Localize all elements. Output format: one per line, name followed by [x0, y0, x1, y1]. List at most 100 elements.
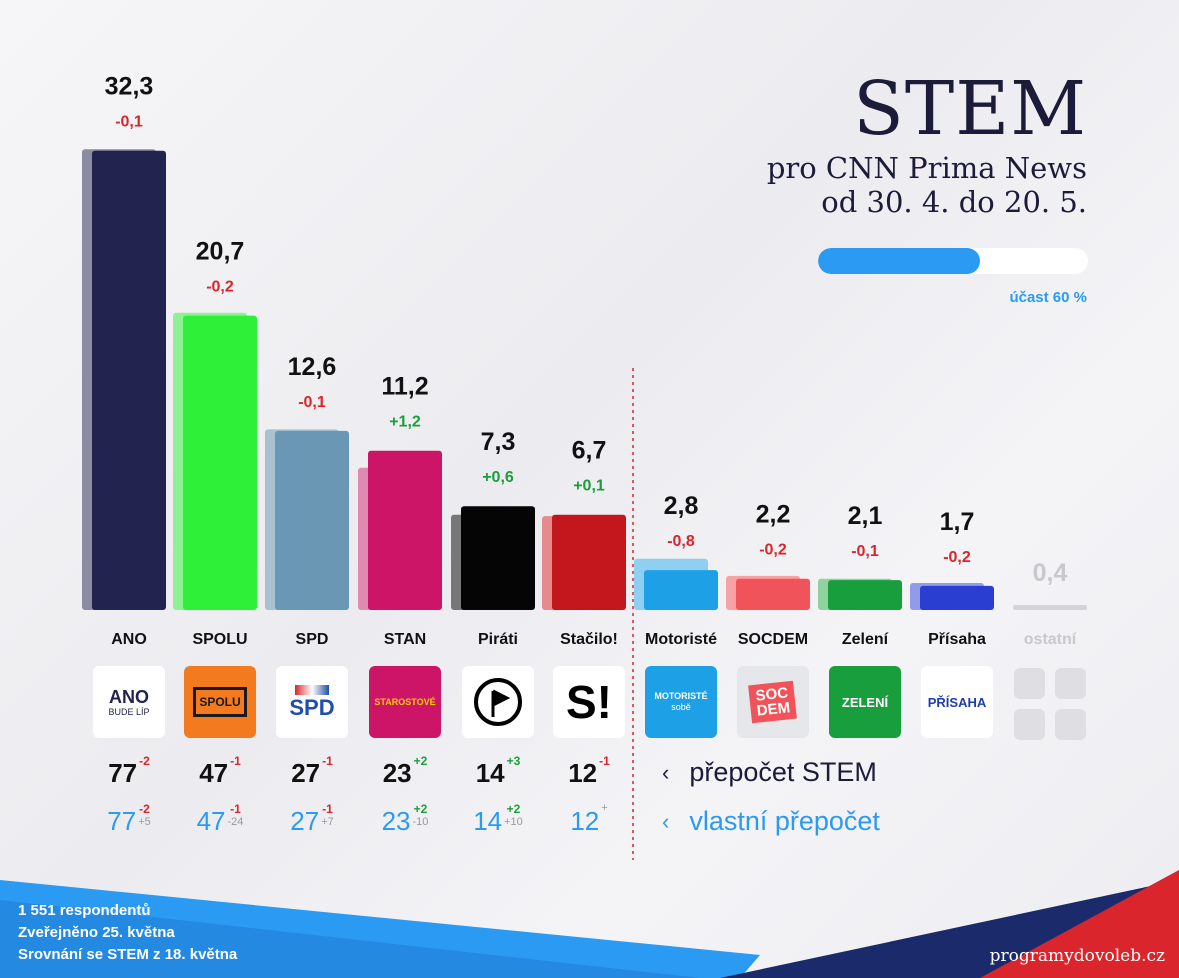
footer-published: Zveřejněno 25. května — [18, 924, 175, 941]
bar-spolu — [183, 315, 257, 610]
seat-delta: -1 — [230, 754, 241, 768]
category-label-stacilo: Stačilo! — [560, 631, 618, 648]
legend-own: ‹ vlastní přepočet — [662, 806, 880, 837]
seats-stem-pirati: 14 +3 — [443, 754, 553, 789]
logo-text: MOTORISTÉ — [654, 691, 708, 701]
chevron-left-icon: ‹ — [662, 808, 670, 834]
seats-own-pirati: 14 +2 +10 — [443, 802, 553, 837]
bar-spd — [275, 430, 349, 610]
seats-own-stacilo: 12 + — [534, 802, 644, 837]
change-label-zeleni: -0,1 — [851, 543, 879, 560]
value-label-socdem: 2,2 — [756, 501, 791, 529]
seat-count: 23 — [382, 758, 412, 788]
logo-text: PŘÍSAHA — [927, 694, 987, 710]
seats-stem-stacilo: 12 -1 — [534, 754, 644, 789]
value-label-motoriste: 2,8 — [664, 492, 699, 520]
change-label-stan: +1,2 — [389, 414, 421, 431]
value-label-prisaha: 1,7 — [940, 508, 975, 536]
bar-socdem — [736, 578, 810, 610]
party-logo-prisaha: PŘÍSAHA — [921, 666, 993, 738]
logo-subtext: sobě — [671, 702, 691, 712]
value-label-stan: 11,2 — [381, 373, 428, 401]
seats-stem-spolu: 47 -1 — [165, 754, 275, 789]
change-label-socdem: -0,2 — [759, 542, 787, 559]
party-logo-ano: ANO BUDE LÍP — [93, 666, 165, 738]
seat-delta: -2 — [139, 754, 150, 768]
seat-delta-secondary: + — [601, 802, 608, 814]
seat-count: 47 — [196, 806, 226, 836]
seat-delta-secondary: +7 — [321, 816, 334, 828]
turnout-bar-fill — [818, 248, 980, 274]
seat-delta: -1 — [230, 802, 241, 816]
bar-zeleni — [828, 580, 902, 610]
change-label-spolu: -0,2 — [206, 279, 234, 296]
legend-stem-label: přepočet STEM — [689, 757, 877, 787]
logo-text: ANO — [109, 686, 149, 707]
category-label-prisaha: Přísaha — [928, 631, 986, 648]
seat-count: 14 — [473, 806, 503, 836]
placeholder-tile — [1014, 709, 1045, 740]
change-label-ano: -0,1 — [115, 114, 143, 131]
seats-own-spolu: 47 -1 -24 — [165, 802, 275, 837]
bar-ano — [92, 150, 166, 610]
seat-count: 12 — [568, 758, 598, 788]
logo-text: ZELENÍ — [841, 694, 889, 710]
seat-count: 77 — [108, 758, 138, 788]
footer-respondents: 1 551 respondentů — [18, 902, 151, 919]
footer-site: programydovoleb.cz — [989, 946, 1165, 966]
flag-icon — [295, 685, 329, 695]
category-label-pirati: Piráti — [478, 631, 518, 648]
category-label-spolu: SPOLU — [192, 631, 247, 648]
seats-stem-stan: 23 +2 — [350, 754, 460, 789]
poll-title: STEM — [853, 66, 1087, 152]
party-logo-zeleni: ZELENÍ — [829, 666, 901, 738]
legend-own-label: vlastní přepočet — [689, 806, 880, 836]
bar-motoriste — [644, 570, 718, 610]
party-logo-spolu: SPOLU — [184, 666, 256, 738]
placeholder-logo-grid — [1014, 668, 1086, 740]
seat-count: 14 — [475, 758, 505, 788]
logo-subtext: BUDE LÍP — [108, 706, 150, 717]
category-label-spd: SPD — [296, 631, 329, 648]
category-label-ostatni: ostatní — [1024, 631, 1077, 648]
value-label-stacilo: 6,7 — [572, 437, 607, 465]
category-label-motoriste: Motoristé — [645, 631, 717, 648]
turnout-bar — [818, 248, 1088, 274]
value-label-pirati: 7,3 — [481, 428, 516, 456]
legend-stem: ‹ přepočet STEM — [662, 757, 877, 788]
change-label-motoriste: -0,8 — [667, 533, 695, 550]
party-logo-pirati — [462, 666, 534, 738]
seat-delta: -2 — [139, 802, 150, 816]
change-label-pirati: +0,6 — [482, 469, 514, 486]
bar-stan — [368, 450, 442, 610]
value-label-zeleni: 2,1 — [848, 502, 883, 530]
party-logo-motoriste: MOTORISTÉ sobě — [645, 666, 717, 738]
change-label-prisaha: -0,2 — [943, 549, 971, 566]
seat-delta-secondary: -10 — [412, 816, 429, 828]
logo-text: STAROSTOVÉ — [374, 696, 436, 707]
seat-delta: -1 — [322, 754, 333, 768]
logo-text-2: DEM — [756, 699, 792, 720]
seat-delta-secondary: +10 — [504, 816, 523, 828]
poll-period: od 30. 4. do 20. 5. — [821, 185, 1087, 219]
seat-delta: -1 — [599, 754, 610, 768]
seat-delta: +3 — [506, 754, 521, 768]
seats-stem-ano: 77 -2 — [74, 754, 184, 789]
party-logo-spd: SPD — [276, 666, 348, 738]
value-label-ostatni: 0,4 — [1033, 559, 1068, 587]
value-label-ano: 32,3 — [105, 73, 154, 101]
seat-count: 77 — [107, 806, 137, 836]
category-label-stan: STAN — [384, 631, 426, 648]
bar-stacilo — [552, 514, 626, 610]
poll-client: pro CNN Prima News — [766, 151, 1087, 185]
bar-ostatni — [1013, 605, 1087, 610]
bar-pirati — [461, 506, 535, 610]
party-logo-stan: STAROSTOVÉ — [369, 666, 441, 738]
category-label-socdem: SOCDEM — [738, 631, 808, 648]
party-logo-stacilo: S! — [553, 666, 625, 738]
bar-prisaha — [920, 585, 994, 610]
seats-own-ano: 77 -2 +5 — [74, 802, 184, 837]
change-label-stacilo: +0,1 — [573, 478, 605, 495]
footer-comparison: Srovnání se STEM z 18. května — [18, 946, 238, 963]
